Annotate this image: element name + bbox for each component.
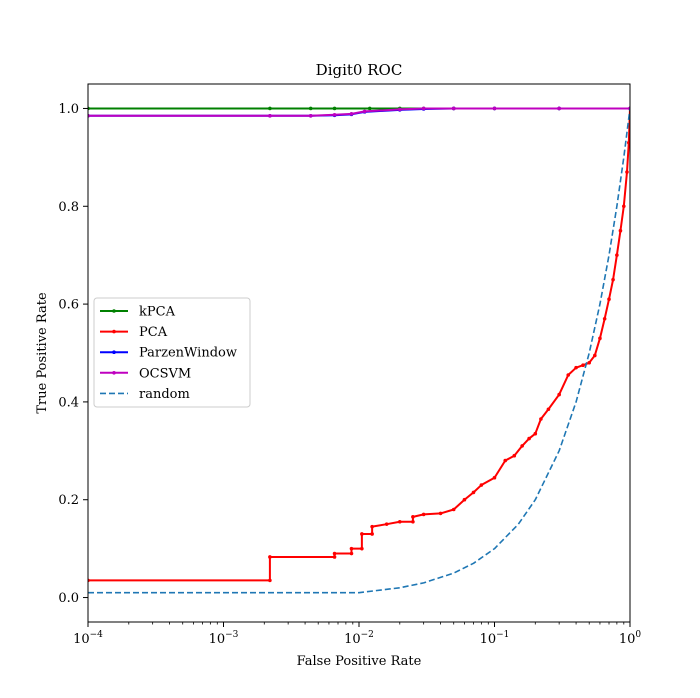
legend-frame	[93, 297, 251, 408]
legend-marker-kpca	[112, 309, 116, 313]
x-tick-label: 10−2	[344, 630, 374, 647]
data-point-pca	[411, 519, 415, 524]
data-point-ocsvm	[332, 113, 337, 117]
data-point-pca	[479, 483, 484, 487]
x-tick-label: 10−1	[480, 630, 510, 647]
data-point-pca	[384, 522, 389, 526]
data-point-pca	[421, 512, 426, 517]
data-point-pca	[574, 365, 578, 370]
data-point-pca	[268, 578, 272, 583]
y-tick-label: 0.8	[58, 200, 79, 215]
data-point-pca	[503, 458, 508, 463]
data-point-ocsvm	[421, 106, 426, 111]
legend-label-random: random	[139, 387, 190, 402]
data-point-pca	[587, 360, 592, 365]
data-point-pca	[462, 497, 467, 502]
data-point-kpca	[367, 106, 372, 111]
data-point-pca	[332, 551, 337, 556]
data-point-pca	[411, 515, 415, 519]
legend-marker-parzenwindow	[112, 350, 116, 355]
data-point-pca	[397, 519, 402, 524]
y-tick-label: 0.0	[58, 591, 79, 606]
x-tick-label: 100	[619, 630, 642, 647]
x-tick-label: 10−4	[73, 630, 103, 647]
data-point-pca	[527, 436, 531, 441]
data-point-ocsvm	[397, 107, 402, 112]
data-point-ocsvm	[451, 106, 456, 111]
data-point-pca	[438, 511, 443, 516]
legend-label-parzenwindow: ParzenWindow	[139, 346, 237, 361]
legend-label-kpca: kPCA	[139, 305, 176, 320]
data-point-pca	[627, 140, 630, 145]
data-point-pca	[370, 532, 374, 536]
x-axis-label: False Positive Rate	[297, 654, 422, 669]
legend-marker-pca	[112, 329, 116, 334]
series-line-random	[88, 108, 630, 594]
data-point-ocsvm	[349, 112, 354, 116]
data-point-ocsvm	[362, 109, 367, 114]
data-point-pca	[360, 532, 364, 536]
data-point-pca	[520, 444, 524, 448]
data-point-pca	[607, 297, 611, 302]
data-point-kpca	[308, 106, 313, 111]
data-point-pca	[611, 277, 615, 282]
y-axis: 0.0 0.2 0.4 0.6 0.8 1.0	[58, 102, 88, 606]
data-point-pca	[598, 336, 602, 341]
data-point-pca	[471, 490, 476, 495]
data-point-pca	[370, 524, 374, 529]
y-tick-label: 0.6	[58, 298, 79, 313]
legend-marker-ocsvm	[112, 371, 116, 375]
data-point-pca	[268, 555, 272, 559]
legend-label-pca: PCA	[139, 325, 168, 340]
data-point-pca	[349, 551, 354, 556]
data-point-pca	[593, 353, 597, 358]
data-point-pca	[539, 417, 543, 421]
data-point-ocsvm	[557, 106, 561, 111]
y-tick-label: 0.4	[58, 395, 79, 410]
data-point-pca	[618, 228, 623, 233]
data-point-pca	[451, 507, 456, 512]
data-point-pca	[625, 170, 629, 174]
data-point-pca	[557, 392, 561, 397]
legend: kPCA PCA ParzenWindow OCSVM random	[93, 297, 251, 408]
x-tick-label: 10−3	[209, 630, 239, 647]
data-point-ocsvm	[492, 106, 497, 111]
data-point-pca	[332, 555, 337, 559]
series-line-ocsvm	[88, 107, 630, 117]
data-point-pca	[349, 546, 354, 551]
data-point-pca	[622, 204, 626, 209]
y-axis-label: True Positive Rate	[35, 292, 50, 414]
data-point-pca	[533, 431, 538, 436]
data-point-pca	[602, 316, 607, 321]
data-point-ocsvm	[268, 113, 272, 118]
series-layer	[88, 106, 630, 594]
data-point-ocsvm	[308, 113, 313, 118]
data-point-pca	[492, 475, 497, 480]
data-point-pca	[581, 363, 585, 368]
data-point-pca	[566, 373, 571, 377]
y-tick-label: 1.0	[58, 102, 79, 117]
x-axis: 10−4 10−3 10−2 10−1 100	[73, 622, 641, 647]
data-point-pca	[512, 453, 517, 458]
data-point-pca	[615, 253, 619, 257]
data-point-kpca	[268, 106, 272, 111]
data-point-kpca	[332, 106, 337, 111]
y-tick-label: 0.2	[58, 493, 79, 508]
chart-title: Digit0 ROC	[316, 61, 403, 79]
data-point-pca	[360, 546, 364, 551]
data-point-pca	[546, 407, 551, 412]
legend-label-ocsvm: OCSVM	[139, 366, 191, 381]
